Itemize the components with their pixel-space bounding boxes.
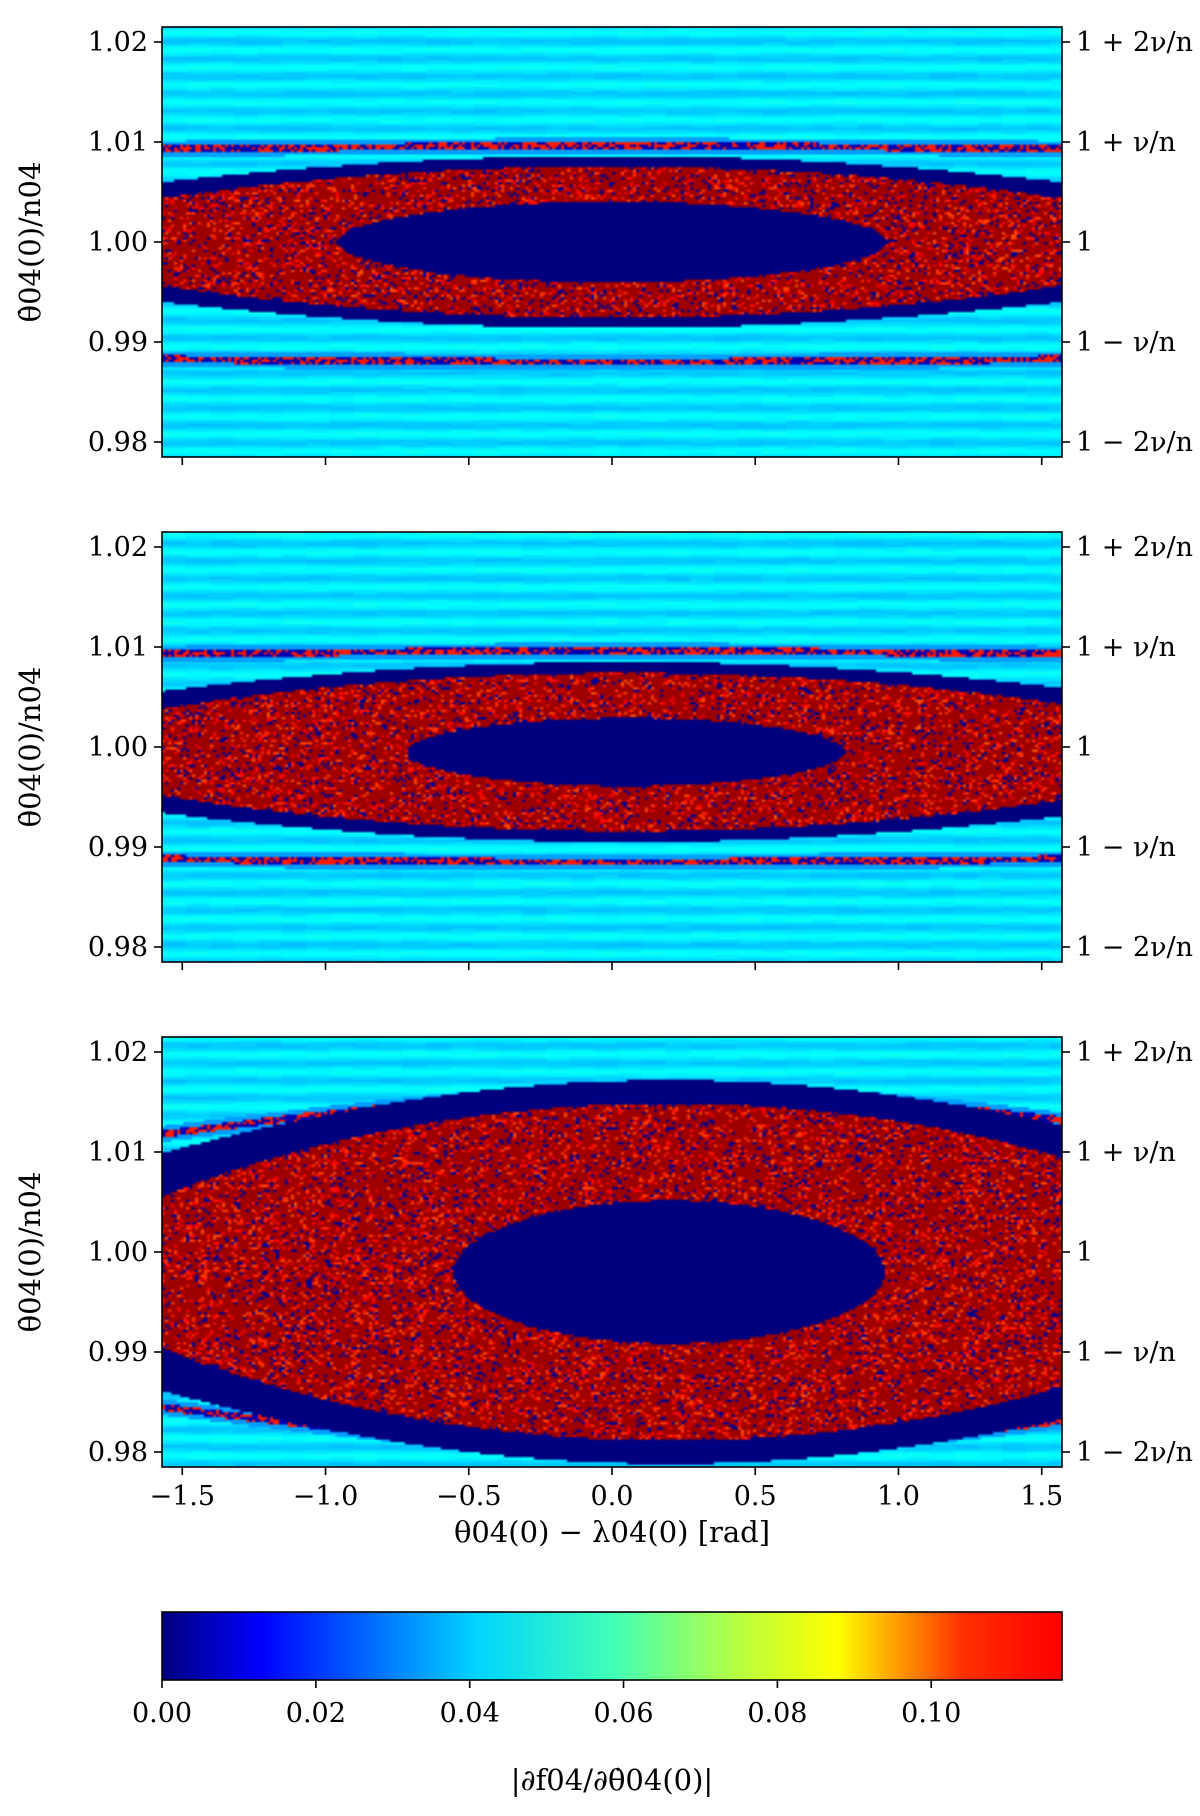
right-tick-label: 1 − 2ν/n bbox=[1076, 932, 1193, 963]
right-tick-label: 1 bbox=[1076, 1237, 1093, 1268]
right-tick-label: 1 + ν/n bbox=[1076, 127, 1176, 158]
y-axis-label: θ̇04(0)/n04 bbox=[13, 667, 47, 828]
colorbar-tick-label: 0.06 bbox=[593, 1698, 653, 1729]
y-tick-label: 0.99 bbox=[88, 1337, 148, 1368]
x-tick-label: 0.0 bbox=[591, 1481, 634, 1512]
right-tick-label: 1 − ν/n bbox=[1076, 327, 1176, 358]
y-tick-label: 0.99 bbox=[88, 327, 148, 358]
right-tick-label: 1 + 2ν/n bbox=[1076, 27, 1193, 58]
right-tick-label: 1 + ν/n bbox=[1076, 1137, 1176, 1168]
colorbar-tick-label: 0.10 bbox=[901, 1698, 961, 1729]
y-axis-label: θ̇04(0)/n04 bbox=[13, 162, 47, 323]
panel-1: 0.98 0.99 1.00 1.01 1.02 1 + 2ν/n 1 + ν/n 1 1 − … bbox=[13, 26, 1193, 465]
x-tick-label: 1.0 bbox=[877, 1481, 920, 1512]
right-tick-label: 1 − 2ν/n bbox=[1076, 1437, 1193, 1468]
right-tick-label: 1 − 2ν/n bbox=[1076, 427, 1193, 458]
heatmap-panel-1 bbox=[162, 27, 1062, 457]
x-tick-label: −0.5 bbox=[436, 1481, 502, 1512]
colorbar-tick-label: 0.04 bbox=[440, 1698, 500, 1729]
right-tick-label: 1 − ν/n bbox=[1076, 832, 1176, 863]
y-axis-label: θ̇04(0)/n04 bbox=[13, 1172, 47, 1333]
y-tick-label: 0.99 bbox=[88, 832, 148, 863]
y-tick-label: 1.02 bbox=[88, 532, 148, 563]
y-tick-label: 1.01 bbox=[88, 1137, 148, 1168]
colorbar: 0.00 0.02 0.04 0.06 0.08 0.10 |∂f04/∂θ̇04(0)| bbox=[132, 1611, 1063, 1797]
y-tick-label: 1.00 bbox=[88, 732, 148, 763]
panel-3: 0.98 0.99 1.00 1.01 1.02 1 + 2ν/n 1 + ν/n 1 1 − … bbox=[13, 1036, 1193, 1512]
x-tick-label: −1.0 bbox=[293, 1481, 359, 1512]
y-tick-label: 1.01 bbox=[88, 127, 148, 158]
colorbar-label: |∂f04/∂θ̇04(0)| bbox=[511, 1763, 713, 1797]
heatmap-panel-3 bbox=[162, 1037, 1062, 1467]
colorbar-tick-label: 0.08 bbox=[747, 1698, 807, 1729]
colorbar-tick-label: 0.00 bbox=[132, 1698, 192, 1729]
y-tick-label: 1.02 bbox=[88, 27, 148, 58]
right-tick-label: 1 bbox=[1076, 227, 1093, 258]
colorbar-tick-label: 0.02 bbox=[286, 1698, 346, 1729]
y-tick-label: 1.00 bbox=[88, 1237, 148, 1268]
y-tick-label: 0.98 bbox=[88, 932, 148, 963]
y-tick-label: 0.98 bbox=[88, 427, 148, 458]
x-tick-label: 0.5 bbox=[734, 1481, 777, 1512]
x-tick-label: −1.5 bbox=[150, 1481, 216, 1512]
right-tick-label: 1 − ν/n bbox=[1076, 1337, 1176, 1368]
x-axis-label: θ04(0) − λ04(0) [rad] bbox=[454, 1515, 770, 1549]
y-tick-label: 1.01 bbox=[88, 632, 148, 663]
y-tick-label: 1.02 bbox=[88, 1037, 148, 1068]
right-tick-label: 1 + 2ν/n bbox=[1076, 532, 1193, 563]
y-tick-label: 0.98 bbox=[88, 1437, 148, 1468]
right-tick-label: 1 + 2ν/n bbox=[1076, 1037, 1193, 1068]
x-tick-label: 1.5 bbox=[1020, 1481, 1063, 1512]
heatmap-panel-2 bbox=[162, 532, 1062, 962]
right-tick-label: 1 + ν/n bbox=[1076, 632, 1176, 663]
y-tick-label: 1.00 bbox=[88, 227, 148, 258]
right-tick-label: 1 bbox=[1076, 732, 1093, 763]
panel-2: 0.98 0.99 1.00 1.01 1.02 1 + 2ν/n 1 + ν/n 1 1 − … bbox=[13, 531, 1193, 970]
colorbar-gradient bbox=[161, 1611, 1063, 1681]
